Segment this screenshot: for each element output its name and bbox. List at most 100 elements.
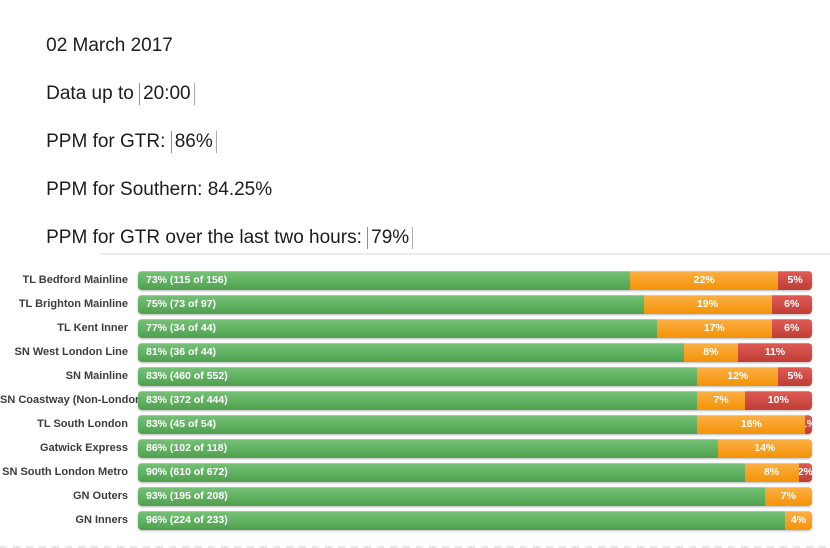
chart-row: SN Coastway (Non-London) 83% (372 of 444…: [0, 388, 830, 412]
segment-ppm-met: 90% (610 of 672): [138, 462, 745, 482]
row-label: TL South London: [37, 418, 128, 430]
stacked-bar: 83% (45 of 54) 16% 1%: [138, 414, 812, 434]
chart-rows: TL Bedford Mainline 73% (115 of 156) 22%…: [0, 268, 830, 532]
stacked-bar: 90% (610 of 672) 8% 2%: [138, 462, 812, 482]
row-label: TL Brighton Mainline: [18, 298, 128, 310]
report-line: PPM for GTR: 86%: [25, 109, 830, 153]
chart-row: TL Bedford Mainline 73% (115 of 156) 22%…: [0, 268, 830, 292]
segment-ppm-met: 83% (460 of 552): [138, 366, 698, 386]
chart-row: SN South London Metro 90% (610 of 672) 8…: [0, 460, 830, 484]
report-line: PPM for Southern: 84.25%: [25, 157, 830, 200]
chart-row: TL Kent Inner 77% (34 of 44) 17% 6%: [0, 316, 830, 340]
segment-label: 16%: [740, 418, 762, 430]
segment-late: 19%: [643, 294, 772, 314]
segment-label: 10%: [767, 394, 789, 406]
segment-label: 90% (610 of 672): [146, 466, 228, 478]
segment-late: 12%: [697, 366, 779, 386]
segment-ppm-met: 86% (102 of 118): [138, 438, 718, 458]
segment-label: 93% (195 of 208): [146, 490, 228, 502]
segment-label: 83% (372 of 444): [146, 394, 228, 406]
segment-late: 17%: [656, 318, 772, 338]
segment-label: 17%: [703, 322, 725, 334]
report-line-text: PPM for GTR:: [46, 131, 171, 152]
segment-late: 16%: [697, 414, 806, 434]
segment-label: 14%: [754, 442, 776, 454]
chart-row: SN West London Line 81% (36 of 44) 8% 11…: [0, 340, 830, 364]
stacked-bar: 73% (115 of 156) 22% 5%: [138, 270, 812, 290]
segment-label: 73% (115 of 156): [146, 274, 228, 286]
report-line: Data up to 20:00: [25, 61, 830, 105]
stacked-bar: 86% (102 of 118) 14%: [138, 438, 812, 458]
segment-very-late: 5%: [778, 366, 812, 386]
segment-label: 75% (73 of 97): [146, 298, 217, 310]
report-line-text: PPM for Southern: 84.25%: [46, 179, 273, 200]
segment-very-late: 2%: [798, 462, 812, 482]
segment-label: 83% (45 of 54): [146, 418, 217, 430]
report-line: PPM for GTR over the last two hours: 79%: [25, 205, 830, 249]
segment-label: 19%: [697, 298, 719, 310]
row-label: SN South London Metro: [2, 466, 128, 478]
segment-very-late: 10%: [744, 390, 812, 410]
segment-ppm-met: 96% (224 of 233): [138, 510, 786, 530]
segment-late: 7%: [697, 390, 745, 410]
segment-label: 83% (460 of 552): [146, 370, 228, 382]
form-field-value[interactable]: 79%: [367, 227, 414, 249]
segment-ppm-met: 83% (372 of 444): [138, 390, 698, 410]
segment-label: 12%: [727, 370, 749, 382]
row-label: GN Inners: [75, 514, 128, 526]
segment-ppm-met: 93% (195 of 208): [138, 486, 765, 506]
segment-label: 77% (34 of 44): [146, 322, 217, 334]
segment-label: 7%: [780, 490, 796, 502]
segment-late: 22%: [630, 270, 779, 290]
report-line-text: Data up to: [46, 83, 140, 104]
segment-label: 1%: [805, 418, 812, 430]
chart-row: TL South London 83% (45 of 54) 16% 1%: [0, 412, 830, 436]
row-label: Gatwick Express: [39, 442, 128, 454]
row-label: GN Outers: [72, 490, 128, 502]
segment-label: 8%: [703, 346, 719, 358]
segment-very-late: 6%: [771, 318, 812, 338]
segment-ppm-met: 75% (73 of 97): [138, 294, 644, 314]
segment-very-late: 5%: [778, 270, 812, 290]
segment-very-late: 11%: [737, 342, 812, 362]
segment-label: 7%: [713, 394, 729, 406]
row-label: TL Bedford Mainline: [22, 274, 128, 286]
chart-row: Gatwick Express 86% (102 of 118) 14%: [0, 436, 830, 460]
stacked-bar: 83% (460 of 552) 12% 5%: [138, 366, 812, 386]
segment-late: 8%: [683, 342, 738, 362]
segment-label: 5%: [787, 274, 803, 286]
segment-label: 8%: [763, 466, 780, 478]
chart-row: GN Outers 93% (195 of 208) 7%: [0, 484, 830, 508]
report-line: 02 March 2017: [25, 13, 830, 56]
segment-ppm-met: 83% (45 of 54): [138, 414, 698, 434]
segment-label: 11%: [764, 346, 786, 358]
report-header: 02 March 2017 Data up to 20:00 PPM for G…: [0, 0, 830, 249]
report-line-text: 02 March 2017: [46, 35, 173, 56]
segment-late: 14%: [717, 438, 812, 458]
stacked-bar: 77% (34 of 44) 17% 6%: [138, 318, 812, 338]
stacked-bar: 96% (224 of 233) 4%: [138, 510, 812, 530]
segment-label: 5%: [787, 370, 803, 382]
segment-label: 86% (102 of 118): [146, 442, 228, 454]
segment-label: 6%: [784, 298, 800, 310]
segment-very-late: 6%: [771, 294, 812, 314]
form-field-value[interactable]: 20:00: [139, 83, 195, 105]
segment-label: 4%: [790, 514, 807, 526]
form-field-value[interactable]: 86%: [170, 131, 217, 153]
chart-top-divider: [100, 253, 830, 255]
segment-ppm-met: 73% (115 of 156): [138, 270, 631, 290]
segment-very-late: 1%: [805, 414, 812, 434]
row-label: SN West London Line: [14, 346, 128, 358]
report-line-text: PPM for GTR over the last two hours:: [46, 227, 368, 248]
chart-row: GN Inners 96% (224 of 233) 4%: [0, 508, 830, 532]
chart-row: TL Brighton Mainline 75% (73 of 97) 19% …: [0, 292, 830, 316]
segment-late: 7%: [764, 486, 812, 506]
segment-late: 8%: [744, 462, 799, 482]
segment-label: 6%: [784, 322, 800, 334]
chart-row: SN Mainline 83% (460 of 552) 12% 5%: [0, 364, 830, 388]
segment-label: 81% (36 of 44): [146, 346, 217, 358]
segment-label: 22%: [693, 274, 715, 286]
segment-ppm-met: 81% (36 of 44): [138, 342, 684, 362]
stacked-bar: 81% (36 of 44) 8% 11%: [138, 342, 812, 362]
ppm-stacked-bar-chart: TL Bedford Mainline 73% (115 of 156) 22%…: [0, 253, 830, 548]
